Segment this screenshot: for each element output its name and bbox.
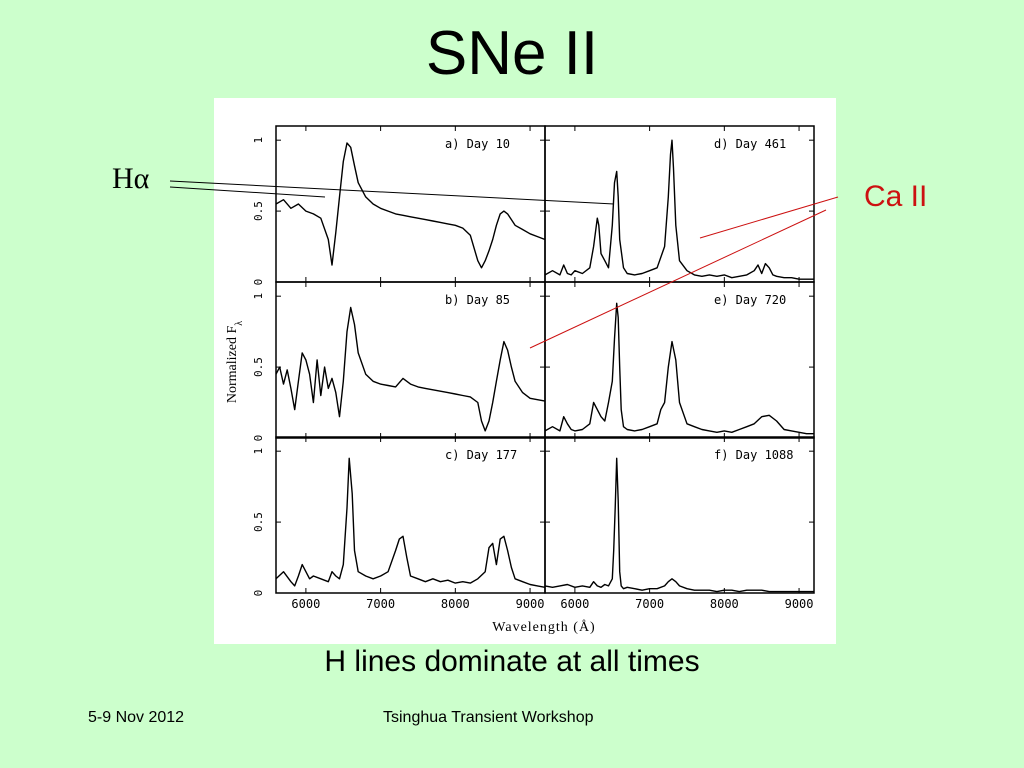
spectrum-line-2	[275, 306, 546, 432]
halpha-pointer-line	[169, 180, 615, 205]
panel-label: d) Day 461	[714, 137, 786, 151]
spectrum-line-6	[544, 457, 814, 593]
slide-caption: H lines dominate at all times	[324, 645, 700, 678]
x-tick-label: 6000	[560, 597, 589, 611]
spectrum-line-5	[544, 302, 814, 435]
x-tick-label: 9000	[516, 597, 545, 611]
caii-pointer-line	[529, 209, 827, 349]
y-tick-label: 0	[252, 590, 265, 597]
footer-event: Tsinghua Transient Workshop	[383, 709, 594, 726]
panel-label: b) Day 85	[445, 293, 510, 307]
x-tick-label: 8000	[441, 597, 470, 611]
y-tick-label: 0.5	[252, 512, 265, 532]
x-tick-label: 8000	[710, 597, 739, 611]
slide-title: SNe II	[425, 19, 599, 88]
caii-pointer-line	[699, 196, 839, 239]
y-tick-label: 1	[252, 448, 265, 455]
y-tick-label: 0	[252, 279, 265, 286]
halpha-pointer-line	[169, 186, 326, 198]
x-tick-label: 7000	[366, 597, 395, 611]
y-tick-label: 0.5	[252, 357, 265, 377]
panel-label: e) Day 720	[714, 293, 786, 307]
x-tick-label: 9000	[785, 597, 814, 611]
y-axis-label: Normalized Fλ	[225, 321, 245, 403]
halpha-label: Hα	[112, 162, 150, 195]
panel-frame	[544, 436, 815, 594]
y-axis-label-subscript: λ	[234, 321, 245, 326]
spectrum-line-4	[544, 139, 814, 280]
x-tick-label: 6000	[291, 597, 320, 611]
y-tick-label: 1	[252, 137, 265, 144]
y-tick-label: 1	[252, 293, 265, 300]
spectrum-line-3	[275, 457, 546, 588]
x-tick-label: 7000	[635, 597, 664, 611]
panel-label: a) Day 10	[445, 137, 510, 151]
caii-label: Ca II	[864, 180, 928, 213]
x-axis-label: Wavelength (Å)	[492, 619, 595, 635]
panel-label: f) Day 1088	[714, 448, 793, 462]
spectrum-line-1	[275, 142, 546, 269]
spectra-chart: a) Day 10 b) Day 85 c) Day 177 d) Day 461 e)…	[225, 125, 815, 635]
y-tick-label: 0	[252, 435, 265, 442]
y-tick-label: 0.5	[252, 201, 265, 221]
panel-label: c) Day 177	[445, 448, 517, 462]
panel-frame	[544, 281, 815, 439]
footer-date: 5-9 Nov 2012	[88, 709, 185, 726]
